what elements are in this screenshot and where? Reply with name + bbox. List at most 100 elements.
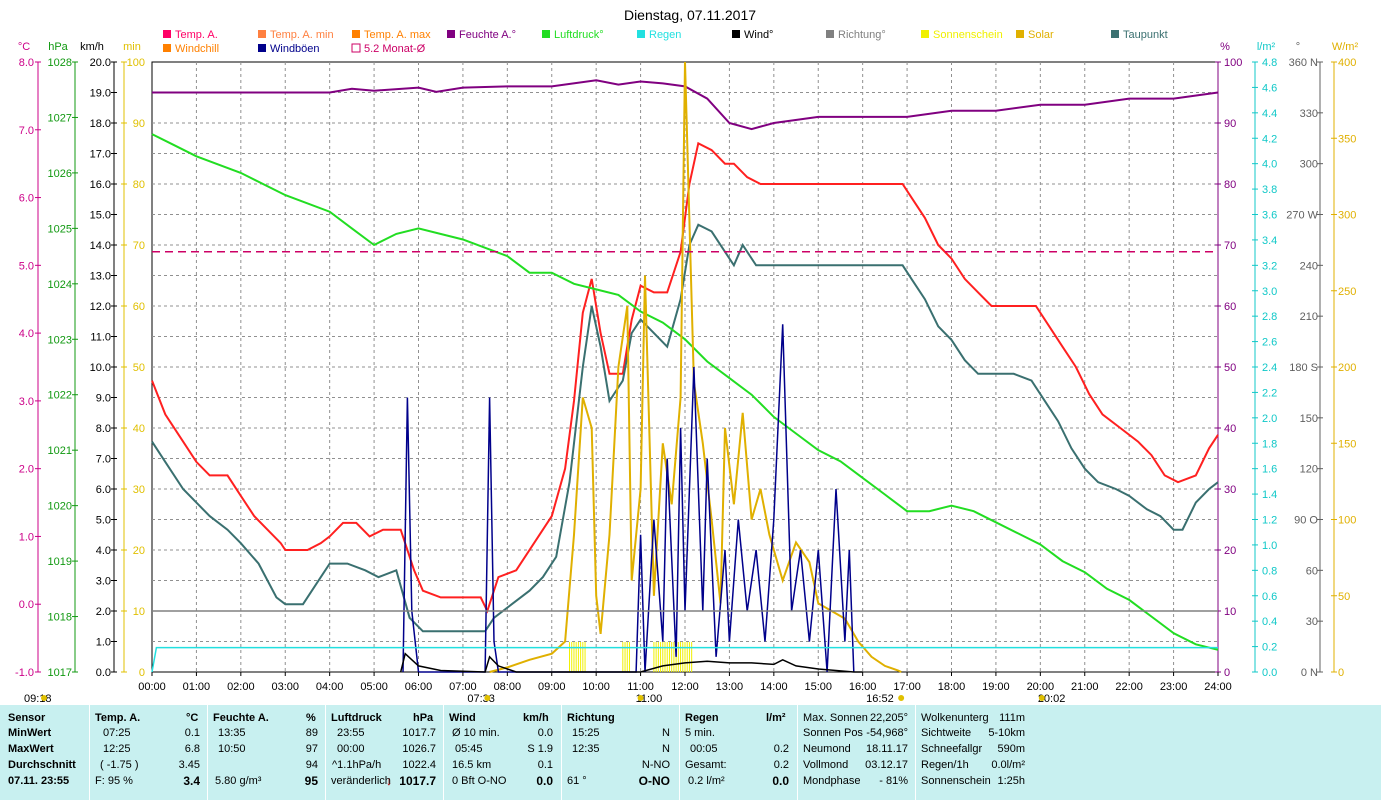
pressure-tick-label: 1023 xyxy=(48,334,72,346)
minutes-tick-label: 40 xyxy=(133,423,145,435)
stats-astro-value: 03.12.17 xyxy=(865,759,908,771)
humidity-tick-label: 40 xyxy=(1224,423,1236,435)
rain-tick-label: 4.4 xyxy=(1262,108,1277,120)
legend-label: Sonnenschein xyxy=(933,29,1003,41)
rain-tick-label: 2.0 xyxy=(1262,413,1277,425)
x-tick-label: 11:00 xyxy=(627,681,654,693)
series-line-regen xyxy=(151,646,1218,673)
stats-regen-now-extra: 0.2 l/m² xyxy=(688,775,725,787)
stats-luftdruck-trend-arrow: ↓ xyxy=(386,774,392,788)
axes: 8.07.06.05.04.03.02.01.00.0-1.0°C1028102… xyxy=(15,41,1358,679)
wind-tick-label: 9.0 xyxy=(96,393,111,405)
legend-swatch xyxy=(637,30,645,38)
legend-label: Wind° xyxy=(744,29,773,41)
direction-tick-label: 120 xyxy=(1300,464,1318,476)
direction-axis-unit: ° xyxy=(1296,41,1300,53)
humidity-tick-label: 80 xyxy=(1224,179,1236,191)
x-tick-label: 04:00 xyxy=(316,681,344,693)
rain-tick-label: 1.8 xyxy=(1262,438,1277,450)
series-line-windb-en xyxy=(402,324,855,673)
stats-row-now: 07.11. 23:55 xyxy=(8,775,70,787)
solar-tick-label: 350 xyxy=(1338,133,1356,145)
stats-wind-min-time: Ø 10 min. xyxy=(452,727,500,739)
x-tick-label: 15:00 xyxy=(804,681,832,693)
minutes-tick-label: 20 xyxy=(133,545,145,557)
stats-feuchte-max-val: 97 xyxy=(305,743,318,755)
humidity-tick-label: 50 xyxy=(1224,362,1236,374)
direction-tick-label: 180 S xyxy=(1289,362,1318,374)
temp-tick-label: 1.0 xyxy=(19,531,34,543)
stats-weather-label: Regen/1h xyxy=(921,759,969,771)
direction-tick-label: 240 xyxy=(1300,260,1318,272)
wind-tick-label: 12.0 xyxy=(90,301,111,313)
stats-temp-now-val: 3.4 xyxy=(183,774,200,788)
pressure-tick-label: 1028 xyxy=(48,57,72,69)
wind-tick-label: 14.0 xyxy=(90,240,111,252)
direction-tick-label: 330 xyxy=(1300,108,1318,120)
rain-tick-label: 2.2 xyxy=(1262,387,1277,399)
wind-tick-label: 11.0 xyxy=(90,332,111,344)
pressure-tick-label: 1021 xyxy=(48,445,72,457)
temp-tick-label: 7.0 xyxy=(19,125,34,137)
legend-swatch xyxy=(352,30,360,38)
stats-feuchte-avg-val: 94 xyxy=(305,759,318,771)
stats-weather-label: Sichtweite xyxy=(921,727,972,739)
weather-chart: Dienstag, 07.11.2017 Temp. A. Temp. A. mi… xyxy=(15,7,1358,705)
rain-tick-label: 3.0 xyxy=(1262,286,1277,298)
moonrise-icon xyxy=(41,695,47,701)
stats-feuchte-now-val: 95 xyxy=(304,774,318,788)
x-tick-label: 14:00 xyxy=(760,681,788,693)
stats-richtung-now-val: O-NO xyxy=(638,774,670,788)
stats-wind-avg-val: 0.1 xyxy=(537,759,553,771)
wind-tick-label: 20.0 xyxy=(90,57,111,69)
stats-regen-min-label: 5 min. xyxy=(685,727,715,739)
stats-weather-value: 0.0l/m² xyxy=(991,759,1025,771)
x-tick-label: 13:00 xyxy=(716,681,744,693)
legend-swatch xyxy=(732,30,740,38)
direction-tick-label: 360 N xyxy=(1289,57,1318,69)
stats-temp-now-extra: F: 95 % xyxy=(95,775,133,787)
x-tick-label: 16:00 xyxy=(849,681,877,693)
stats-wind-now-extra: 0 Bft O-NO xyxy=(452,775,507,787)
stats-feuchte-header: Feuchte A. xyxy=(213,712,269,724)
solar-tick-label: 300 xyxy=(1338,210,1356,222)
series-layer xyxy=(151,61,1219,673)
noon-icon xyxy=(637,695,644,701)
stats-wind-avg-extra: 16.5 km xyxy=(452,759,492,771)
x-tick-label: 21:00 xyxy=(1071,681,1099,693)
x-tick-label: 07:00 xyxy=(449,681,477,693)
stats-weather-value: 1:25h xyxy=(997,775,1025,787)
stats-regen-now-val: 0.0 xyxy=(772,774,789,788)
rain-tick-label: 0.2 xyxy=(1262,642,1277,654)
legend-item: Richtung° xyxy=(826,29,886,41)
stats-feuchte-now-extra: 5.80 g/m³ xyxy=(215,775,262,787)
rain-tick-label: 0.8 xyxy=(1262,565,1277,577)
legend-label: Taupunkt xyxy=(1123,29,1168,41)
legend-item: Feuchte A.° xyxy=(447,29,516,41)
solar-tick-label: 400 xyxy=(1338,57,1356,69)
stats-temp-avg-extra: ( -1.75 ) xyxy=(100,759,139,771)
x-tick-label: 22:00 xyxy=(1115,681,1143,693)
legend-swatch xyxy=(826,30,834,38)
x-tick-label: 24:00 xyxy=(1204,681,1232,693)
x-tick-label: 08:00 xyxy=(494,681,522,693)
legend-swatch xyxy=(1111,30,1119,38)
x-tick-label: 09:00 xyxy=(538,681,566,693)
sunrise-icon xyxy=(484,695,491,701)
stats-temp-avg-val: 3.45 xyxy=(178,759,200,771)
stats-feuchte-min-val: 89 xyxy=(305,727,318,739)
rain-tick-label: 3.4 xyxy=(1262,235,1277,247)
legend-item: Luftdruck° xyxy=(542,29,604,41)
legend-swatch xyxy=(921,30,929,38)
wind-tick-label: 2.0 xyxy=(96,606,111,618)
wind-tick-label: 6.0 xyxy=(96,484,111,496)
rain-tick-label: 3.6 xyxy=(1262,210,1277,222)
legend-item: Wind° xyxy=(732,29,773,41)
temp-tick-label: 4.0 xyxy=(19,328,34,340)
sunset-time-label: 16:52 xyxy=(866,693,894,705)
stats-richtung-min-val: N xyxy=(662,727,670,739)
humidity-axis-unit: % xyxy=(1220,41,1230,53)
rain-tick-label: 0.6 xyxy=(1262,591,1277,603)
humidity-tick-label: 10 xyxy=(1224,606,1236,618)
wind-axis-unit: km/h xyxy=(80,41,104,53)
